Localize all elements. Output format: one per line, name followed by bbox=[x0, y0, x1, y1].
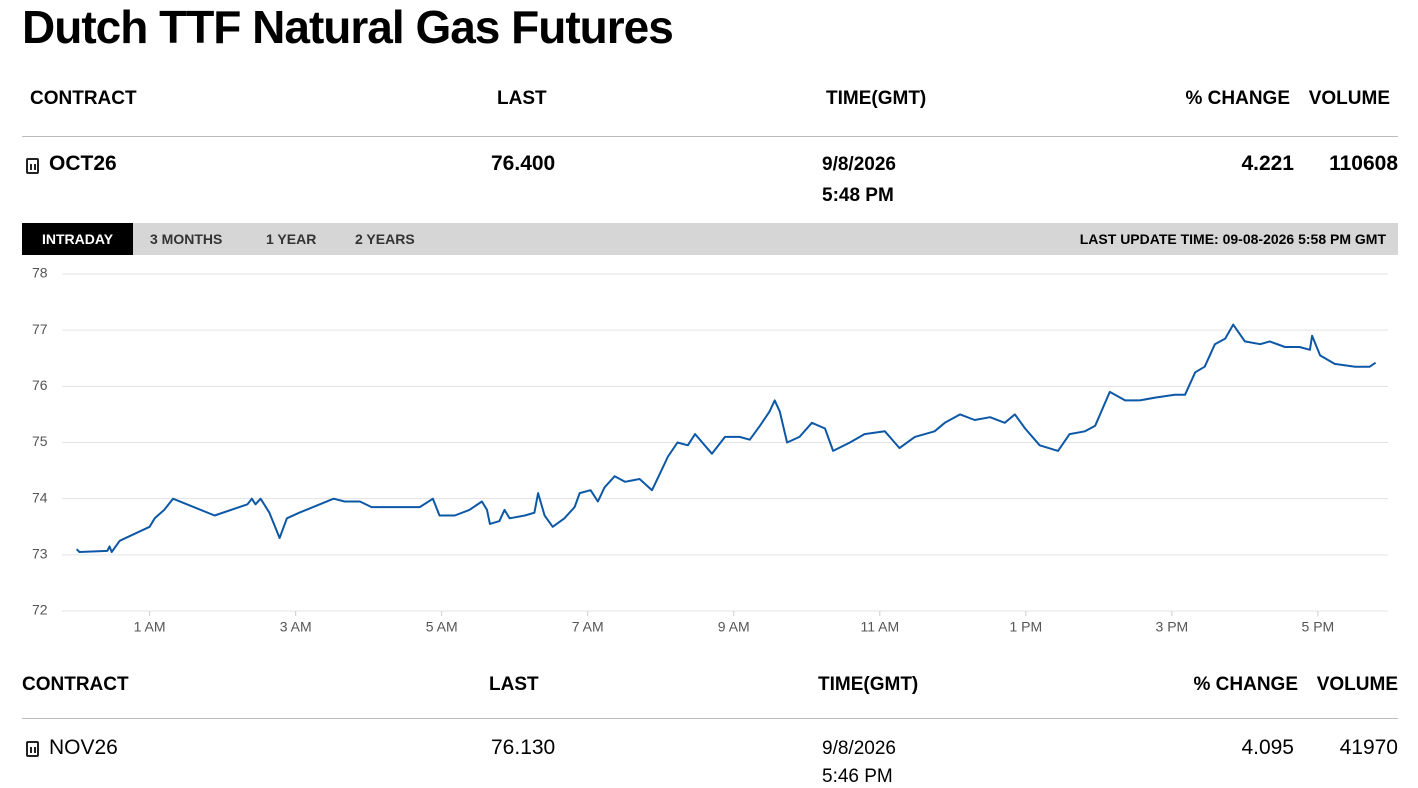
x-tick-label: 9 AM bbox=[718, 619, 750, 635]
date: 9/8/2026 bbox=[822, 154, 896, 175]
column-header: % CHANGE bbox=[1185, 88, 1290, 109]
contract[interactable]: NOV26 bbox=[49, 736, 118, 759]
column-header: % CHANGE bbox=[1193, 674, 1298, 695]
range-tabs: INTRADAY 3 MONTHS 1 YEAR 2 YEARS LAST UP… bbox=[22, 223, 1398, 255]
x-tick-label: 3 AM bbox=[280, 619, 312, 635]
x-tick-label: 1 PM bbox=[1009, 619, 1042, 635]
last-price: 76.400 bbox=[491, 152, 556, 175]
tab[interactable]: 3 MONTHS bbox=[150, 231, 223, 247]
page-title: Dutch TTF Natural Gas Futures bbox=[22, 1, 674, 53]
contract[interactable]: OCT26 bbox=[49, 152, 117, 175]
last-update: LAST UPDATE TIME: 09-08-2026 5:58 PM GMT bbox=[1079, 231, 1386, 247]
column-header: VOLUME bbox=[1308, 88, 1390, 109]
y-tick-label: 77 bbox=[32, 321, 48, 337]
divider bbox=[22, 718, 1398, 719]
percent-change: 4.095 bbox=[1241, 736, 1294, 759]
x-tick-label: 1 AM bbox=[134, 619, 166, 635]
y-tick-label: 72 bbox=[32, 602, 48, 618]
percent-change: 4.221 bbox=[1241, 152, 1294, 175]
column-header: CONTRACT bbox=[22, 674, 129, 695]
x-tick-label: 7 AM bbox=[572, 619, 604, 635]
chart-icon[interactable] bbox=[26, 158, 39, 174]
column-header: TIME(GMT) bbox=[826, 88, 927, 109]
x-tick-label: 11 AM bbox=[860, 619, 899, 635]
volume: 110608 bbox=[1329, 152, 1398, 175]
divider bbox=[22, 136, 1398, 137]
chart: 72 73 74 75 76 77 78 1 AM 3 AM 5 AM 7 AM 9 AM 11 AM 1… bbox=[32, 265, 1388, 635]
column-header: LAST bbox=[497, 88, 547, 109]
column-header: VOLUME bbox=[1316, 674, 1398, 695]
column-header: LAST bbox=[489, 674, 539, 695]
tab[interactable]: INTRADAY bbox=[22, 223, 134, 255]
y-tick-label: 75 bbox=[32, 433, 48, 449]
time: 5:48 PM bbox=[822, 185, 894, 206]
y-tick-label: 78 bbox=[32, 265, 48, 281]
date: 9/8/2026 bbox=[822, 738, 896, 759]
y-tick-label: 73 bbox=[32, 546, 48, 562]
price-line bbox=[75, 323, 1377, 553]
y-tick-label: 74 bbox=[32, 489, 48, 505]
y-tick-label: 76 bbox=[32, 377, 48, 393]
column-header: CONTRACT bbox=[30, 88, 137, 109]
chart-icon[interactable] bbox=[26, 741, 39, 757]
column-header: TIME(GMT) bbox=[818, 674, 919, 695]
last-price: 76.130 bbox=[491, 736, 556, 759]
time: 5:46 PM bbox=[822, 766, 893, 787]
x-tick-label: 5 PM bbox=[1302, 619, 1335, 635]
x-tick-label: 3 PM bbox=[1156, 619, 1189, 635]
tab[interactable]: 1 YEAR bbox=[266, 231, 317, 247]
tab[interactable]: 2 YEARS bbox=[355, 231, 415, 247]
x-tick-label: 5 AM bbox=[426, 619, 458, 635]
volume: 41970 bbox=[1339, 736, 1398, 759]
